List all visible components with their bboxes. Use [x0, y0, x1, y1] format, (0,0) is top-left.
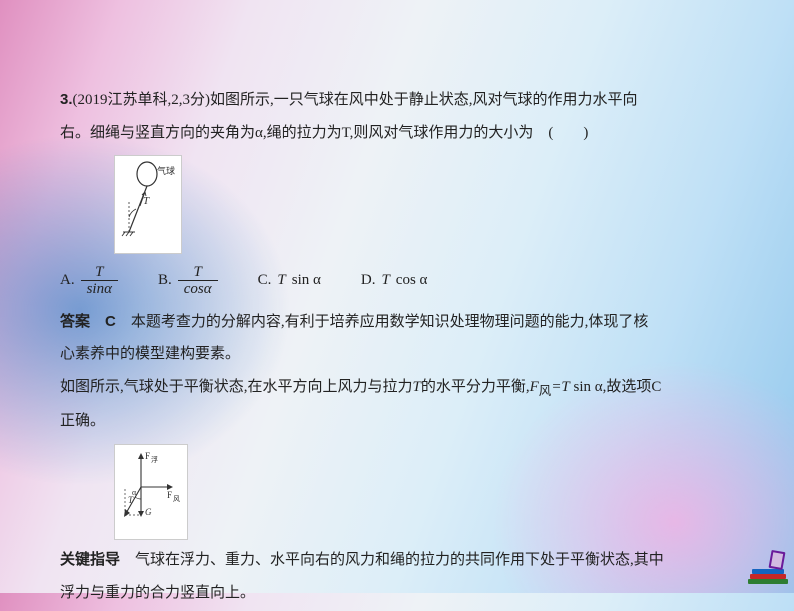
answer-text-2: 心素养中的模型建构要素。: [60, 346, 240, 362]
balloon-label: 气球: [157, 165, 175, 176]
option-a-den: sinα: [81, 280, 118, 298]
solution-eq: =T: [551, 379, 569, 395]
key-line1: 关键指导 气球在浮力、重力、水平向右的风力和绳的拉力的共同作用下处于平衡状态,其…: [60, 546, 760, 575]
figure-1: 气球 T: [114, 155, 182, 254]
answer-line2: 心素养中的模型建构要素。: [60, 340, 760, 369]
option-c-rest: sin α: [292, 266, 321, 295]
slide-content: 3.(2019江苏单科,2,3分)如图所示,一只气球在风中处于静止状态,风对气球…: [60, 86, 760, 611]
svg-text:风: 风: [173, 495, 180, 503]
figure-2: F浮 F风 G T α: [114, 444, 188, 541]
option-d: D.T cos α: [361, 266, 428, 295]
svg-text:F: F: [145, 451, 150, 461]
solution-text-1a: 如图所示,气球处于平衡状态,在水平方向上风力与拉力: [60, 379, 413, 395]
answer-text-1: 本题考查力的分解内容,有利于培养应用数学知识处理物理问题的能力,体现了核: [116, 314, 649, 330]
balloon-diagram-icon: 气球 T: [119, 160, 177, 238]
tension-label: T: [143, 195, 150, 207]
question-text-1: 如图所示,一只气球在风中处于静止状态,风对气球的作用力水平向: [210, 92, 638, 108]
option-a-num: T: [89, 264, 109, 281]
key-text-1: 气球在浮力、重力、水平向右的风力和绳的拉力的共同作用下处于平衡状态,其中: [120, 552, 664, 568]
option-a: A. T sinα: [60, 264, 118, 298]
answer-label: 答案: [60, 313, 105, 330]
options-row: A. T sinα B. T cosα C.T sin α D.T cos α: [60, 260, 760, 308]
question-line2: 右。细绳与竖直方向的夹角为α,绳的拉力为T,则风对气球作用力的大小为 ( ): [60, 119, 760, 148]
option-c-label: C.: [258, 266, 272, 295]
option-b-den: cosα: [178, 280, 218, 298]
solution-line2: 正确。: [60, 407, 760, 436]
key-label: 关键指导: [60, 551, 120, 568]
option-a-fraction: T sinα: [81, 264, 118, 298]
option-a-label: A.: [60, 266, 75, 295]
solution-text-1b: 的水平分力平衡,: [421, 379, 530, 395]
option-d-rest: cos α: [396, 266, 428, 295]
figure-1-wrap: 气球 T: [60, 151, 760, 260]
solution-F: F: [530, 379, 539, 395]
svg-text:G: G: [145, 507, 152, 517]
option-b-num: T: [188, 264, 208, 281]
option-d-t: T: [381, 266, 389, 295]
svg-text:F: F: [167, 490, 172, 500]
solution-line1: 如图所示,气球处于平衡状态,在水平方向上风力与拉力T的水平分力平衡,F风=T s…: [60, 373, 760, 404]
question-number: 3.: [60, 91, 73, 108]
answer-line1: 答案 C 本题考查力的分解内容,有利于培养应用数学知识处理物理问题的能力,体现了…: [60, 308, 760, 337]
figure-2-wrap: F浮 F风 G T α: [60, 440, 760, 547]
option-c: C.T sin α: [258, 266, 321, 295]
svg-text:浮: 浮: [151, 455, 158, 464]
books-icon: [742, 541, 792, 591]
option-c-t: T: [277, 266, 285, 295]
solution-sub: 风: [539, 384, 552, 398]
solution-text-2: 正确。: [60, 413, 105, 429]
answer-letter: C: [105, 313, 116, 330]
key-line2: 浮力与重力的合力竖直向上。: [60, 579, 760, 608]
question-source: (2019江苏单科,2,3分): [73, 92, 211, 108]
question-text-2: 右。细绳与竖直方向的夹角为α,绳的拉力为T,则风对气球作用力的大小为 ( ): [60, 125, 588, 141]
option-b-label: B.: [158, 266, 172, 295]
option-d-label: D.: [361, 266, 376, 295]
force-diagram-icon: F浮 F风 G T α: [119, 449, 183, 525]
option-b-fraction: T cosα: [178, 264, 218, 298]
question-line1: 3.(2019江苏单科,2,3分)如图所示,一只气球在风中处于静止状态,风对气球…: [60, 86, 760, 115]
solution-rest: sin α,故选项C: [570, 379, 662, 395]
solution-T: T: [413, 379, 421, 395]
option-b: B. T cosα: [158, 264, 218, 298]
